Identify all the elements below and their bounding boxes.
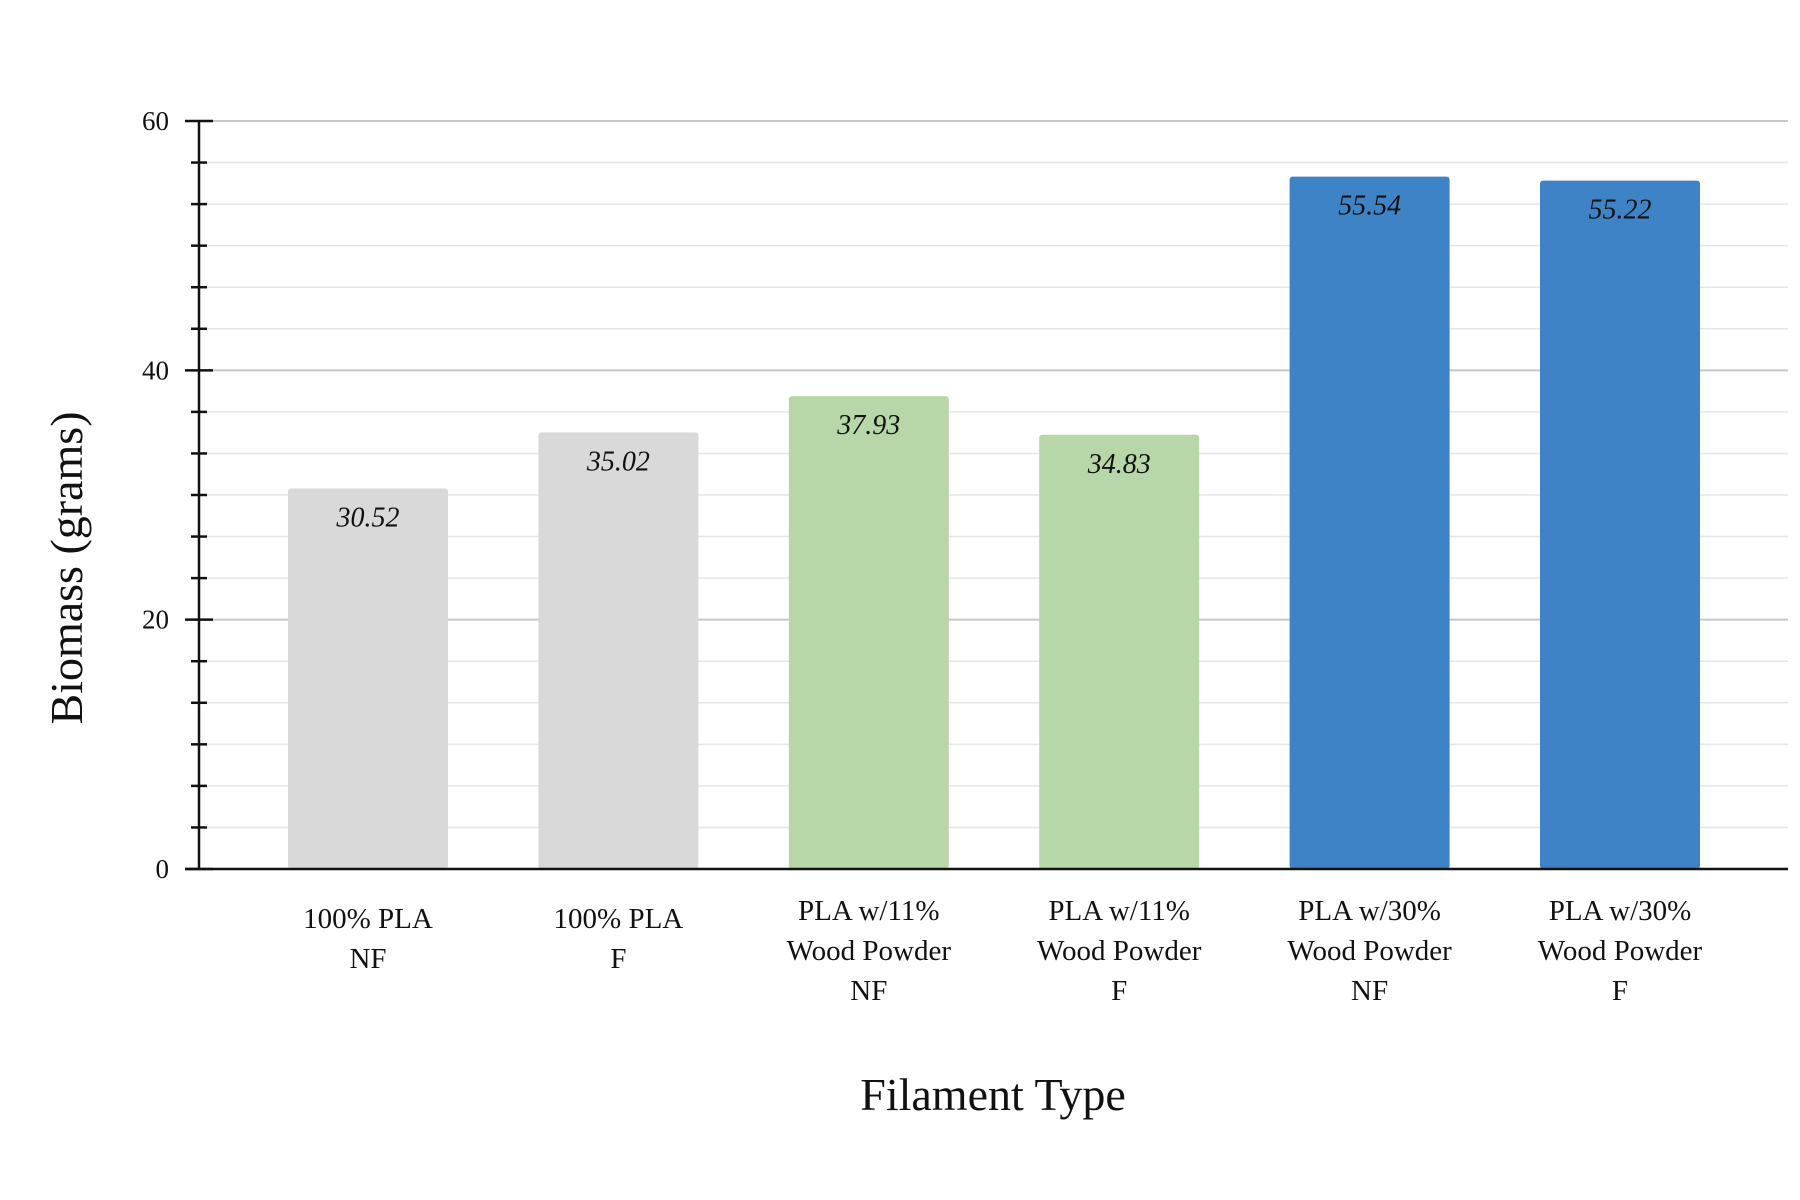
y-tick-label: 60 xyxy=(142,106,169,136)
x-tick-label: F xyxy=(1612,975,1628,1007)
axes xyxy=(185,119,1788,871)
x-tick-label: NF xyxy=(1351,975,1388,1007)
data-label: 35.02 xyxy=(586,446,650,477)
x-tick-label: PLA w/11% xyxy=(1048,895,1190,927)
bars xyxy=(288,176,1700,870)
x-tick-label: Wood Powder xyxy=(1037,935,1202,967)
data-label: 37.93 xyxy=(836,410,900,441)
data-label: 55.54 xyxy=(1338,191,1401,222)
x-tick-label: Wood Powder xyxy=(787,935,952,967)
bar xyxy=(1289,176,1450,870)
labels: 30.52 100% PLA NF 35.02 100% PLA F 37.93 PLA w/… xyxy=(142,106,1703,1007)
x-tick-label: NF xyxy=(349,943,386,975)
x-tick-label: 100% PLA xyxy=(554,903,684,935)
x-tick-label: PLA w/30% xyxy=(1549,895,1692,927)
y-tick-label: 0 xyxy=(156,854,170,884)
bar xyxy=(538,432,699,869)
bar xyxy=(288,488,448,869)
x-tick-label: PLA w/30% xyxy=(1298,895,1441,927)
x-tick-label: Wood Powder xyxy=(1287,935,1452,967)
data-label: 30.52 xyxy=(336,503,400,534)
bar xyxy=(1540,180,1700,869)
x-tick-label: 100% PLA xyxy=(303,903,433,935)
bar xyxy=(1039,434,1200,869)
y-axis-title: Biomass (grams) xyxy=(41,411,92,724)
x-tick-label: Wood Powder xyxy=(1538,935,1703,967)
x-tick-label: NF xyxy=(850,975,887,1007)
y-tick-label: 40 xyxy=(142,355,169,385)
x-tick-label: F xyxy=(610,943,626,975)
x-tick-label: F xyxy=(1111,975,1127,1007)
x-tick-label: PLA w/11% xyxy=(798,895,940,927)
bar xyxy=(788,396,949,869)
data-label: 55.22 xyxy=(1589,195,1652,226)
y-tick-label: 20 xyxy=(142,605,169,635)
data-label: 34.83 xyxy=(1087,449,1151,480)
gridlines xyxy=(199,120,1788,829)
x-axis-title: Filament Type xyxy=(860,1069,1126,1120)
